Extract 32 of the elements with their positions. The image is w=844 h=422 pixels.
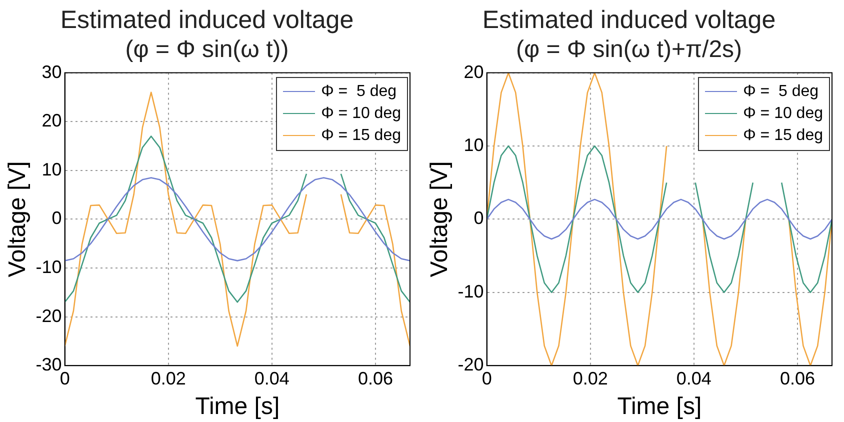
y-tick-label: 10 bbox=[464, 134, 484, 155]
x-axis-title: Time [s] bbox=[195, 393, 280, 420]
y-tick-label: 10 bbox=[42, 159, 62, 180]
y-tick-label: 20 bbox=[464, 62, 484, 82]
y-tick-label: -20 bbox=[458, 354, 484, 375]
y-tick-label: 0 bbox=[52, 208, 62, 228]
chart-title: Estimated induced voltage bbox=[482, 6, 776, 34]
y-axis-title: Voltage [V] bbox=[426, 161, 454, 278]
chart-subtitle: (φ = Φ sin(ω t)+π/2s) bbox=[516, 36, 742, 64]
chart-subtitle: (φ = Φ sin(ω t)) bbox=[125, 36, 289, 64]
y-tick-label: -30 bbox=[36, 354, 62, 375]
legend-label: Φ = 5 deg bbox=[743, 82, 819, 101]
y-axis-title: Voltage [V] bbox=[4, 161, 32, 278]
legend-label: Φ = 10 deg bbox=[743, 104, 823, 123]
x-tick-label: 0.04 bbox=[676, 368, 712, 388]
x-tick-label: 0.06 bbox=[358, 368, 393, 388]
y-tick-label: 20 bbox=[42, 110, 62, 131]
x-tick-label: 0.02 bbox=[150, 368, 186, 388]
y-tick-label: -10 bbox=[458, 281, 484, 302]
y-tick-label: 0 bbox=[474, 208, 484, 228]
legend-label: Φ = 10 deg bbox=[321, 104, 401, 123]
legend-label: Φ = 5 deg bbox=[321, 82, 397, 101]
x-tick-label: 0.06 bbox=[780, 368, 815, 388]
x-axis-title: Time [s] bbox=[617, 393, 702, 420]
x-tick-label: 0.04 bbox=[254, 368, 290, 388]
y-tick-label: 30 bbox=[42, 62, 62, 82]
x-tick-label: 0.02 bbox=[572, 368, 608, 388]
y-tick-label: -20 bbox=[36, 306, 62, 326]
y-tick-label: -10 bbox=[36, 256, 62, 277]
legend-label: Φ = 15 deg bbox=[321, 126, 401, 145]
legend-label: Φ = 15 deg bbox=[743, 126, 823, 145]
chart-title: Estimated induced voltage bbox=[60, 6, 354, 34]
